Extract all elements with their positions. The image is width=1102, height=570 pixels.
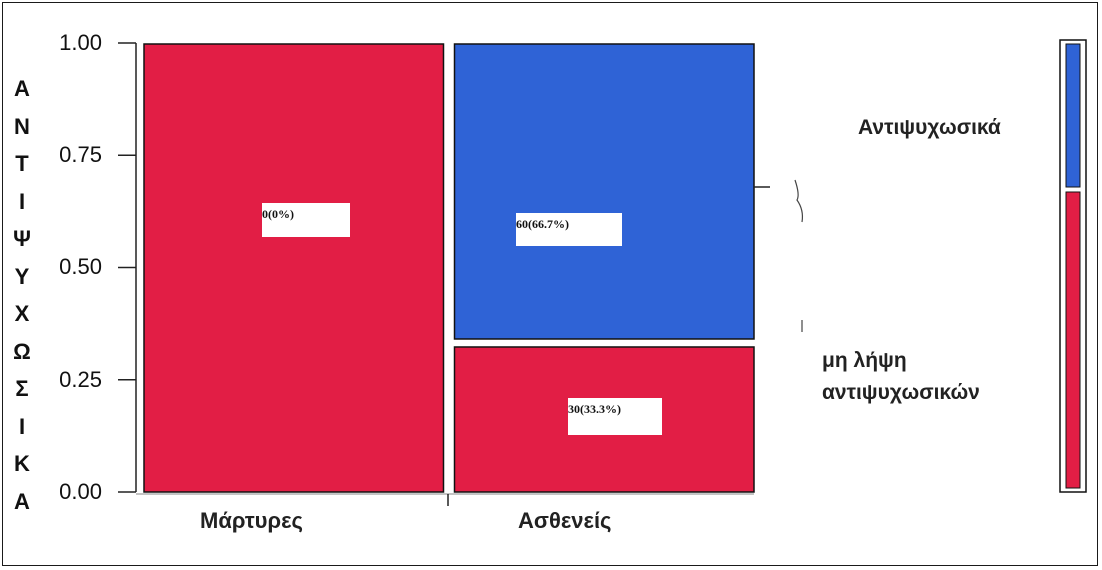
x-category-label: Ασθενείς (518, 508, 612, 533)
y-tick-label: 0.00 (59, 479, 102, 504)
y-tick-label: 1.00 (59, 30, 102, 55)
mosaic-tile (143, 43, 445, 493)
legend-label: μη λήψη αντιψυχωσικών (822, 345, 980, 409)
y-tick-label: 0.75 (59, 142, 102, 167)
connector-mark (794, 179, 804, 223)
y-axis-label-letter: Σ (15, 376, 29, 401)
data-label: 30(33.3%) (568, 398, 662, 435)
y-axis-label-letter: Υ (14, 263, 30, 289)
legend-swatch (1065, 191, 1081, 489)
y-axis-label-letter: Ω (13, 338, 31, 364)
y-axis-label-letter: Ν (14, 113, 30, 139)
y-axis-label-letter: Ι (18, 188, 26, 214)
y-tick-label: 0.25 (59, 367, 102, 392)
y-axis-label-letter: Κ (14, 451, 30, 476)
legend-label-line: αντιψυχωσικών (822, 381, 980, 404)
y-axis-label-letter: Ψ (13, 226, 31, 251)
y-axis-label-letter: Ι (18, 413, 26, 439)
y-tick-label: 0.50 (59, 254, 102, 279)
mosaic-tile (453, 43, 755, 340)
y-axis-label-letter: Α (14, 76, 30, 101)
y-axis-label-letter: Τ (15, 151, 29, 176)
x-category-label: Μάρτυρες (200, 508, 303, 533)
data-label: 60(66.7%) (516, 213, 622, 246)
legend-label-line: μη λήψη (822, 349, 907, 372)
legend-swatch (1065, 43, 1081, 188)
y-axis-label-letter: Α (14, 488, 30, 514)
data-label: 0(0%) (262, 203, 350, 237)
legend-label: Αντιψυχωσικά (858, 116, 1001, 139)
y-axis-label-letter: Χ (14, 301, 30, 326)
